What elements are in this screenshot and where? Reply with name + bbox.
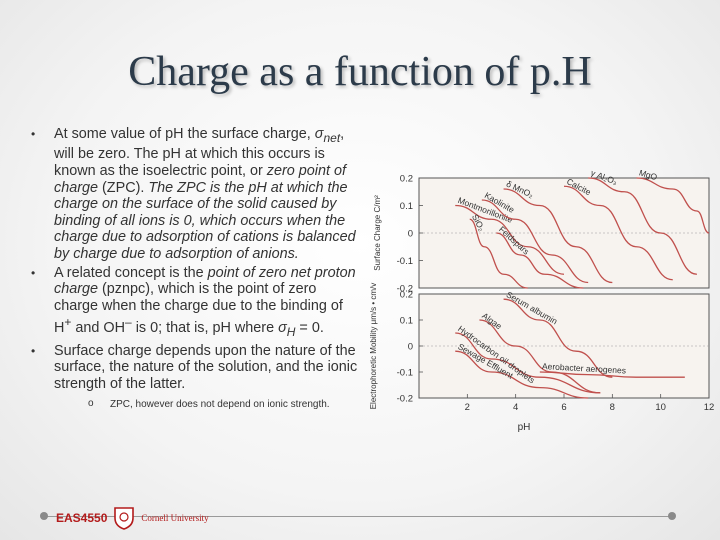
bullet-text-pznpc: A related concept is the point of zero n… bbox=[54, 264, 356, 340]
series-line bbox=[539, 371, 685, 378]
series-line bbox=[479, 319, 601, 394]
bullet-text-surface-charge: Surface charge depends upon the nature o… bbox=[54, 342, 358, 392]
course-code: EAS4550 bbox=[56, 511, 108, 525]
y-tick-label: 0 bbox=[408, 229, 413, 240]
y-tick-label: -0.1 bbox=[397, 256, 413, 267]
x-tick-label: 2 bbox=[465, 402, 470, 413]
y-tick-label: 0 bbox=[408, 342, 413, 353]
y-axis-label: Electrophoretic Mobility μm/s • cm/v bbox=[369, 283, 378, 410]
footer-divider bbox=[44, 516, 674, 517]
series-line bbox=[636, 177, 710, 234]
bullet-dot-icon: • bbox=[31, 127, 36, 141]
cornell-seal-icon bbox=[114, 507, 135, 530]
x-tick-label: 6 bbox=[561, 402, 566, 413]
y-axis-label: Surface Charge C/m² bbox=[373, 195, 382, 271]
slide-title: Charge as a function of p.H bbox=[128, 49, 592, 95]
footer-right-dot-icon bbox=[668, 512, 676, 520]
bullet-text-zpc: At some value of pH the surface charge, … bbox=[54, 126, 356, 263]
y-tick-label: 0.2 bbox=[400, 174, 413, 185]
series-line bbox=[503, 188, 613, 284]
series-label: Aerobacter aerogenes bbox=[542, 361, 627, 376]
series-line bbox=[503, 298, 613, 378]
university-name: Cornell University bbox=[141, 513, 209, 523]
series-line bbox=[481, 199, 589, 284]
bullet-dot-icon: • bbox=[31, 265, 36, 280]
bullet-item: • Surface charge depends upon the nature… bbox=[28, 343, 358, 414]
series-line bbox=[563, 185, 673, 281]
x-tick-label: 12 bbox=[704, 402, 715, 413]
y-tick-label: 0.1 bbox=[400, 316, 413, 327]
y-tick-label: 0.1 bbox=[400, 201, 413, 212]
sub-bullet: o ZPC, however does not depend on ionic … bbox=[54, 397, 358, 414]
y-tick-label: -0.2 bbox=[397, 394, 413, 405]
series-line bbox=[588, 177, 698, 275]
bullet-dot-icon: • bbox=[31, 343, 36, 358]
sub-bullet-text: ZPC, however does not depend on ionic st… bbox=[110, 399, 330, 411]
bullet-list: • At some value of pH the surface charge… bbox=[28, 126, 358, 416]
y-tick-label: -0.2 bbox=[397, 284, 413, 295]
footer-left-dot-icon bbox=[40, 512, 48, 520]
y-tick-label: 0.2 bbox=[400, 290, 413, 301]
series-line bbox=[469, 218, 528, 289]
x-tick-label: 10 bbox=[655, 402, 666, 413]
series-line bbox=[455, 332, 601, 394]
series-line bbox=[496, 232, 584, 289]
footer-logo: EAS4550 Cornell University bbox=[56, 506, 209, 530]
y-tick-label: -0.1 bbox=[397, 368, 413, 379]
bullet-item: • A related concept is the point of zero… bbox=[28, 265, 358, 341]
x-axis-label: pH bbox=[518, 422, 531, 433]
x-tick-label: 8 bbox=[610, 402, 615, 413]
series-line bbox=[455, 350, 589, 399]
x-tick-label: 4 bbox=[513, 402, 518, 413]
sub-bullet-circle-icon: o bbox=[88, 398, 94, 410]
bullet-item: • At some value of pH the surface charge… bbox=[28, 126, 358, 263]
series-line bbox=[455, 204, 565, 275]
